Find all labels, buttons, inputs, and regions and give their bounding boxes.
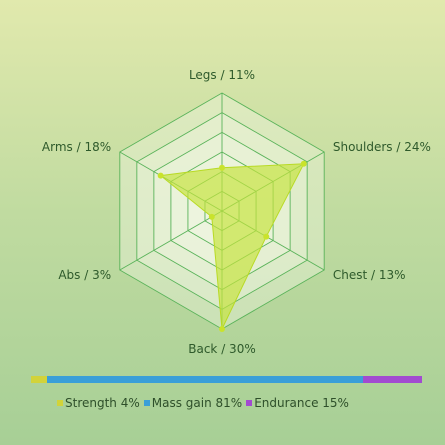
radar-point-arms[interactable]: [157, 172, 164, 179]
radar-point-back[interactable]: [219, 326, 225, 332]
legend-item-strength[interactable]: Strength 4%: [57, 396, 140, 410]
goal-breakdown-bar: [31, 376, 422, 383]
axis-label-abs: Abs / 3%: [58, 268, 111, 282]
radar-point-legs[interactable]: [219, 164, 225, 171]
legend-swatch-mass-gain: [143, 400, 150, 406]
axis-label-arms: Arms / 18%: [42, 140, 111, 154]
radar-point-abs[interactable]: [208, 213, 215, 220]
radar-point-shoulders[interactable]: [300, 160, 307, 167]
radar-axis-labels: Legs / 11% Shoulders / 24% Chest / 13% Back…: [42, 68, 431, 356]
spoke-abs: [119, 210, 223, 271]
radar-points: [157, 160, 307, 332]
goal-segment-0: [31, 376, 47, 383]
legend-label-mass-gain: Mass gain 81%: [151, 396, 243, 410]
axis-label-back: Back / 30%: [188, 342, 255, 356]
axis-label-shoulders: Shoulders / 24%: [333, 140, 431, 154]
axis-label-legs: Legs / 11%: [189, 68, 255, 82]
axis-label-chest: Chest / 13%: [333, 268, 406, 282]
goal-segment-1: [46, 376, 364, 383]
legend-swatch-endurance: [246, 400, 253, 406]
radar-point-chest[interactable]: [263, 233, 270, 240]
legend-label-strength: Strength 4%: [65, 396, 140, 410]
goal-segment-2: [363, 376, 422, 383]
legend-item-mass-gain[interactable]: Mass gain 81%: [143, 396, 243, 410]
chart-legend: Strength 4% Mass gain 81% Endurance 15%: [57, 396, 349, 410]
legend-item-endurance[interactable]: Endurance 15%: [246, 396, 349, 410]
legend-swatch-strength: [57, 400, 63, 406]
legend-label-endurance: Endurance 15%: [254, 396, 349, 410]
